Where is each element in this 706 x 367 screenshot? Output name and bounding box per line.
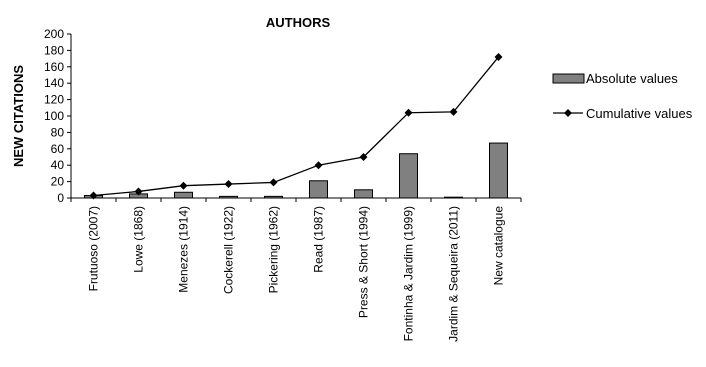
- y-tick-label: 120: [44, 93, 64, 107]
- y-axis-label: NEW CITATIONS: [11, 65, 26, 167]
- y-tick-label: 80: [51, 125, 65, 139]
- bar: [444, 196, 463, 199]
- x-tick-label: Press & Short (1994): [357, 206, 371, 318]
- line-point: [224, 180, 233, 189]
- line-point: [269, 178, 278, 187]
- bar: [489, 142, 508, 199]
- x-tick-label: Fontinha & Jardim (1999): [402, 206, 416, 341]
- line-point: [314, 161, 323, 170]
- bar: [174, 191, 193, 199]
- line-point: [449, 107, 458, 116]
- y-tick-label: 160: [44, 60, 64, 74]
- y-tick-label: 200: [44, 27, 64, 41]
- legend-line-marker: [564, 109, 572, 117]
- line-point: [89, 191, 98, 200]
- x-tick-label: Menezes (1914): [177, 206, 191, 293]
- x-tick-label: Read (1987): [312, 206, 326, 273]
- legend-label-cumulative: Cumulative values: [586, 106, 693, 121]
- bar: [309, 180, 328, 199]
- line-point: [494, 52, 503, 61]
- x-tick-label: Frutuoso (2007): [87, 206, 101, 291]
- line-point: [134, 187, 143, 196]
- y-tick-label: 100: [44, 109, 64, 123]
- bar: [399, 153, 418, 199]
- cumulative-line: [93, 56, 500, 197]
- x-tick-label: Pickering (1962): [267, 206, 281, 293]
- y-tick-label: 180: [44, 43, 64, 57]
- x-tick-label: Lowe (1868): [132, 206, 146, 273]
- line-point: [359, 153, 368, 161]
- bar: [219, 195, 238, 199]
- plot-area: 0 20 40 60 80 100 120 140 160 180 200 Frutuoso (200…: [44, 27, 522, 342]
- line-point: [404, 108, 413, 117]
- chart-title: AUTHORS: [266, 15, 331, 30]
- x-tick-label: New catalogue: [492, 206, 506, 286]
- legend-label-absolute: Absolute values: [586, 71, 678, 86]
- x-tick-label: Cockerell (1922): [222, 206, 236, 294]
- y-tick-label: 0: [57, 191, 64, 205]
- legend: Absolute values Cumulative values: [552, 71, 693, 121]
- x-tick-label: Jardim & Sequeira (2011): [447, 206, 461, 342]
- y-tick-label: 20: [51, 175, 65, 189]
- line-point: [179, 181, 188, 190]
- y-tick-label: 140: [44, 76, 64, 90]
- y-tick-label: 40: [51, 158, 65, 172]
- legend-bar-swatch: [552, 73, 585, 84]
- y-tick-label: 60: [51, 142, 65, 156]
- bar: [354, 189, 373, 199]
- bar: [264, 195, 283, 199]
